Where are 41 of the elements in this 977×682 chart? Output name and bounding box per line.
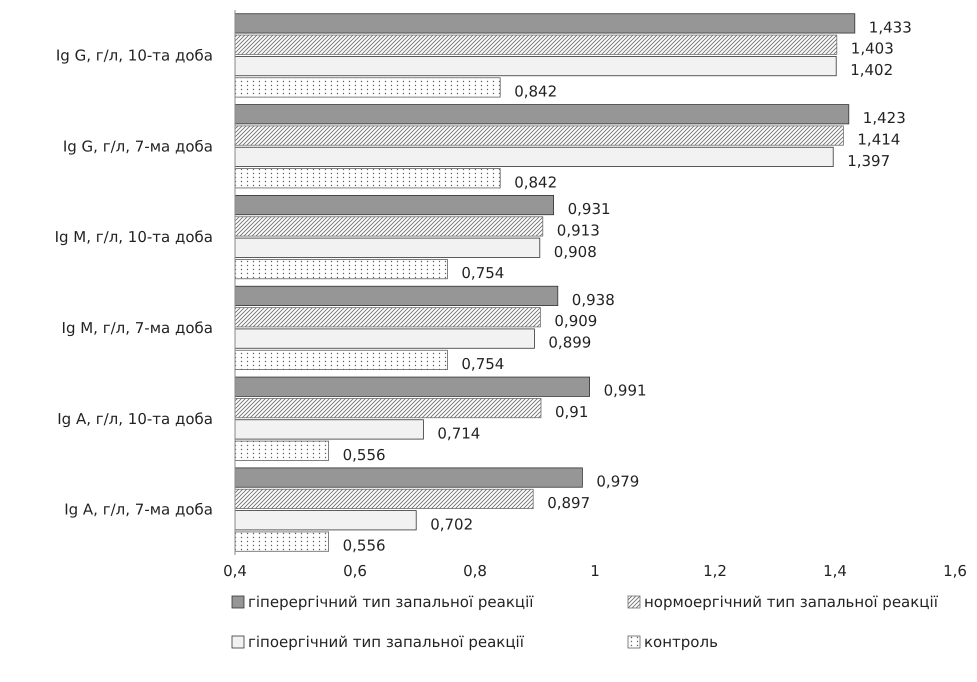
data-label: 0,909 [554, 312, 598, 330]
x-tick-label: 0,4 [223, 562, 247, 580]
y-tick-label: Ig M, г/л, 10-та доба [54, 228, 213, 246]
legend-label: гіперергічний тип запальної реакції [248, 593, 534, 611]
y-tick-label: Ig M, г/л, 7-ма доба [62, 318, 213, 337]
data-label: 0,899 [548, 334, 592, 352]
data-label: 0,931 [568, 200, 611, 218]
data-label: 1,397 [847, 152, 890, 170]
data-label: 0,897 [547, 494, 590, 512]
data-label: 1,402 [850, 61, 894, 80]
legend-label: нормоергічний тип запальної реакції [644, 593, 939, 611]
x-tick-label: 1,4 [823, 562, 847, 580]
data-label: 0,842 [514, 82, 558, 100]
x-tick-label: 1,2 [703, 562, 727, 580]
data-label: 0,556 [342, 536, 386, 555]
data-label: 0,908 [554, 242, 597, 261]
y-tick-label: Ig A, г/л, 7-ма доба [64, 500, 213, 519]
y-tick-label: Ig G, г/л, 10-та доба [56, 46, 213, 64]
data-label: 0,842 [514, 173, 558, 192]
data-label: 0,991 [604, 382, 647, 400]
data-label: 0,754 [461, 264, 504, 282]
x-tick-label: 1 [590, 562, 600, 580]
data-label: 1,414 [857, 130, 900, 149]
data-label: 0,702 [430, 515, 474, 534]
data-label: 0,913 [556, 221, 600, 240]
data-label: 0,714 [437, 424, 480, 442]
data-label: 0,754 [461, 354, 504, 373]
legend-label: контроль [644, 633, 718, 651]
legend-label: гіпоергічний тип запальної реакції [248, 633, 525, 651]
x-tick-label: 1,6 [943, 562, 967, 580]
x-tick-label: 0,6 [343, 562, 367, 580]
y-tick-label: Ig A, г/л, 10-та доба [57, 410, 213, 428]
data-label: 1,403 [850, 40, 894, 58]
data-label: 0,938 [572, 290, 615, 309]
x-tick-label: 0,8 [463, 562, 487, 580]
data-label: 0,91 [555, 403, 588, 422]
data-label: 1,423 [862, 109, 906, 128]
data-label: 0,979 [596, 472, 640, 491]
y-tick-label: Ig G, г/л, 7-ма доба [62, 137, 213, 156]
data-label: 0,556 [342, 446, 386, 464]
data-label: 1,433 [868, 18, 912, 36]
